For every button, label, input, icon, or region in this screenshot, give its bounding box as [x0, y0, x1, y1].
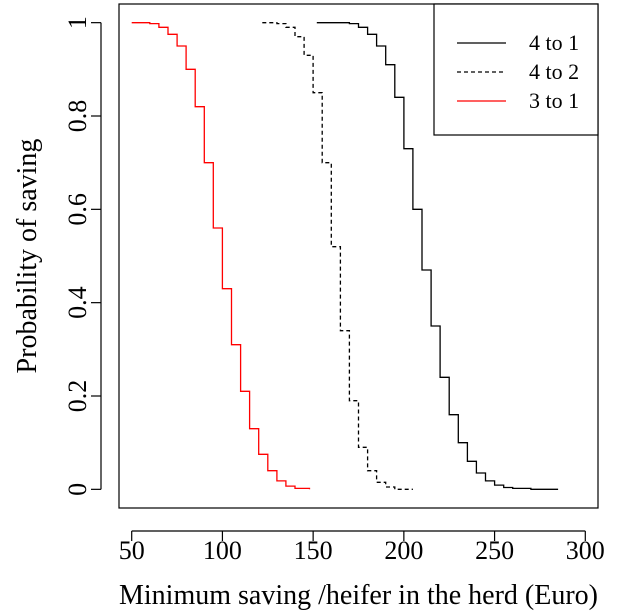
y-tick-label: 0 — [63, 483, 92, 496]
plot-frame — [118, 3, 599, 509]
x-tick-label: 250 — [475, 536, 514, 565]
y-tick-label: 0.4 — [63, 286, 92, 319]
x-axis-title: Minimum saving /heifer in the herd (Euro… — [119, 580, 598, 611]
x-tick-label: 150 — [294, 536, 333, 565]
y-tick-label: 0.8 — [63, 100, 92, 133]
y-axis-title: Probability of saving — [12, 139, 43, 374]
x-tick-label: 100 — [203, 536, 242, 565]
series-line-3 — [131, 22, 311, 490]
legend-label: 4 to 2 — [529, 59, 579, 84]
legend-box — [433, 3, 599, 136]
x-tick-label: 200 — [384, 536, 423, 565]
series-line-2 — [262, 22, 413, 490]
y-tick-label: 0.6 — [63, 193, 92, 226]
legend-label: 4 to 1 — [529, 30, 579, 55]
y-tick-label: 0.2 — [63, 380, 92, 413]
legend-label: 3 to 1 — [529, 88, 579, 113]
series-line-1 — [316, 22, 559, 490]
y-tick-label: 1 — [63, 16, 92, 29]
x-tick-label: 50 — [119, 536, 145, 565]
x-tick-label: 300 — [566, 536, 605, 565]
